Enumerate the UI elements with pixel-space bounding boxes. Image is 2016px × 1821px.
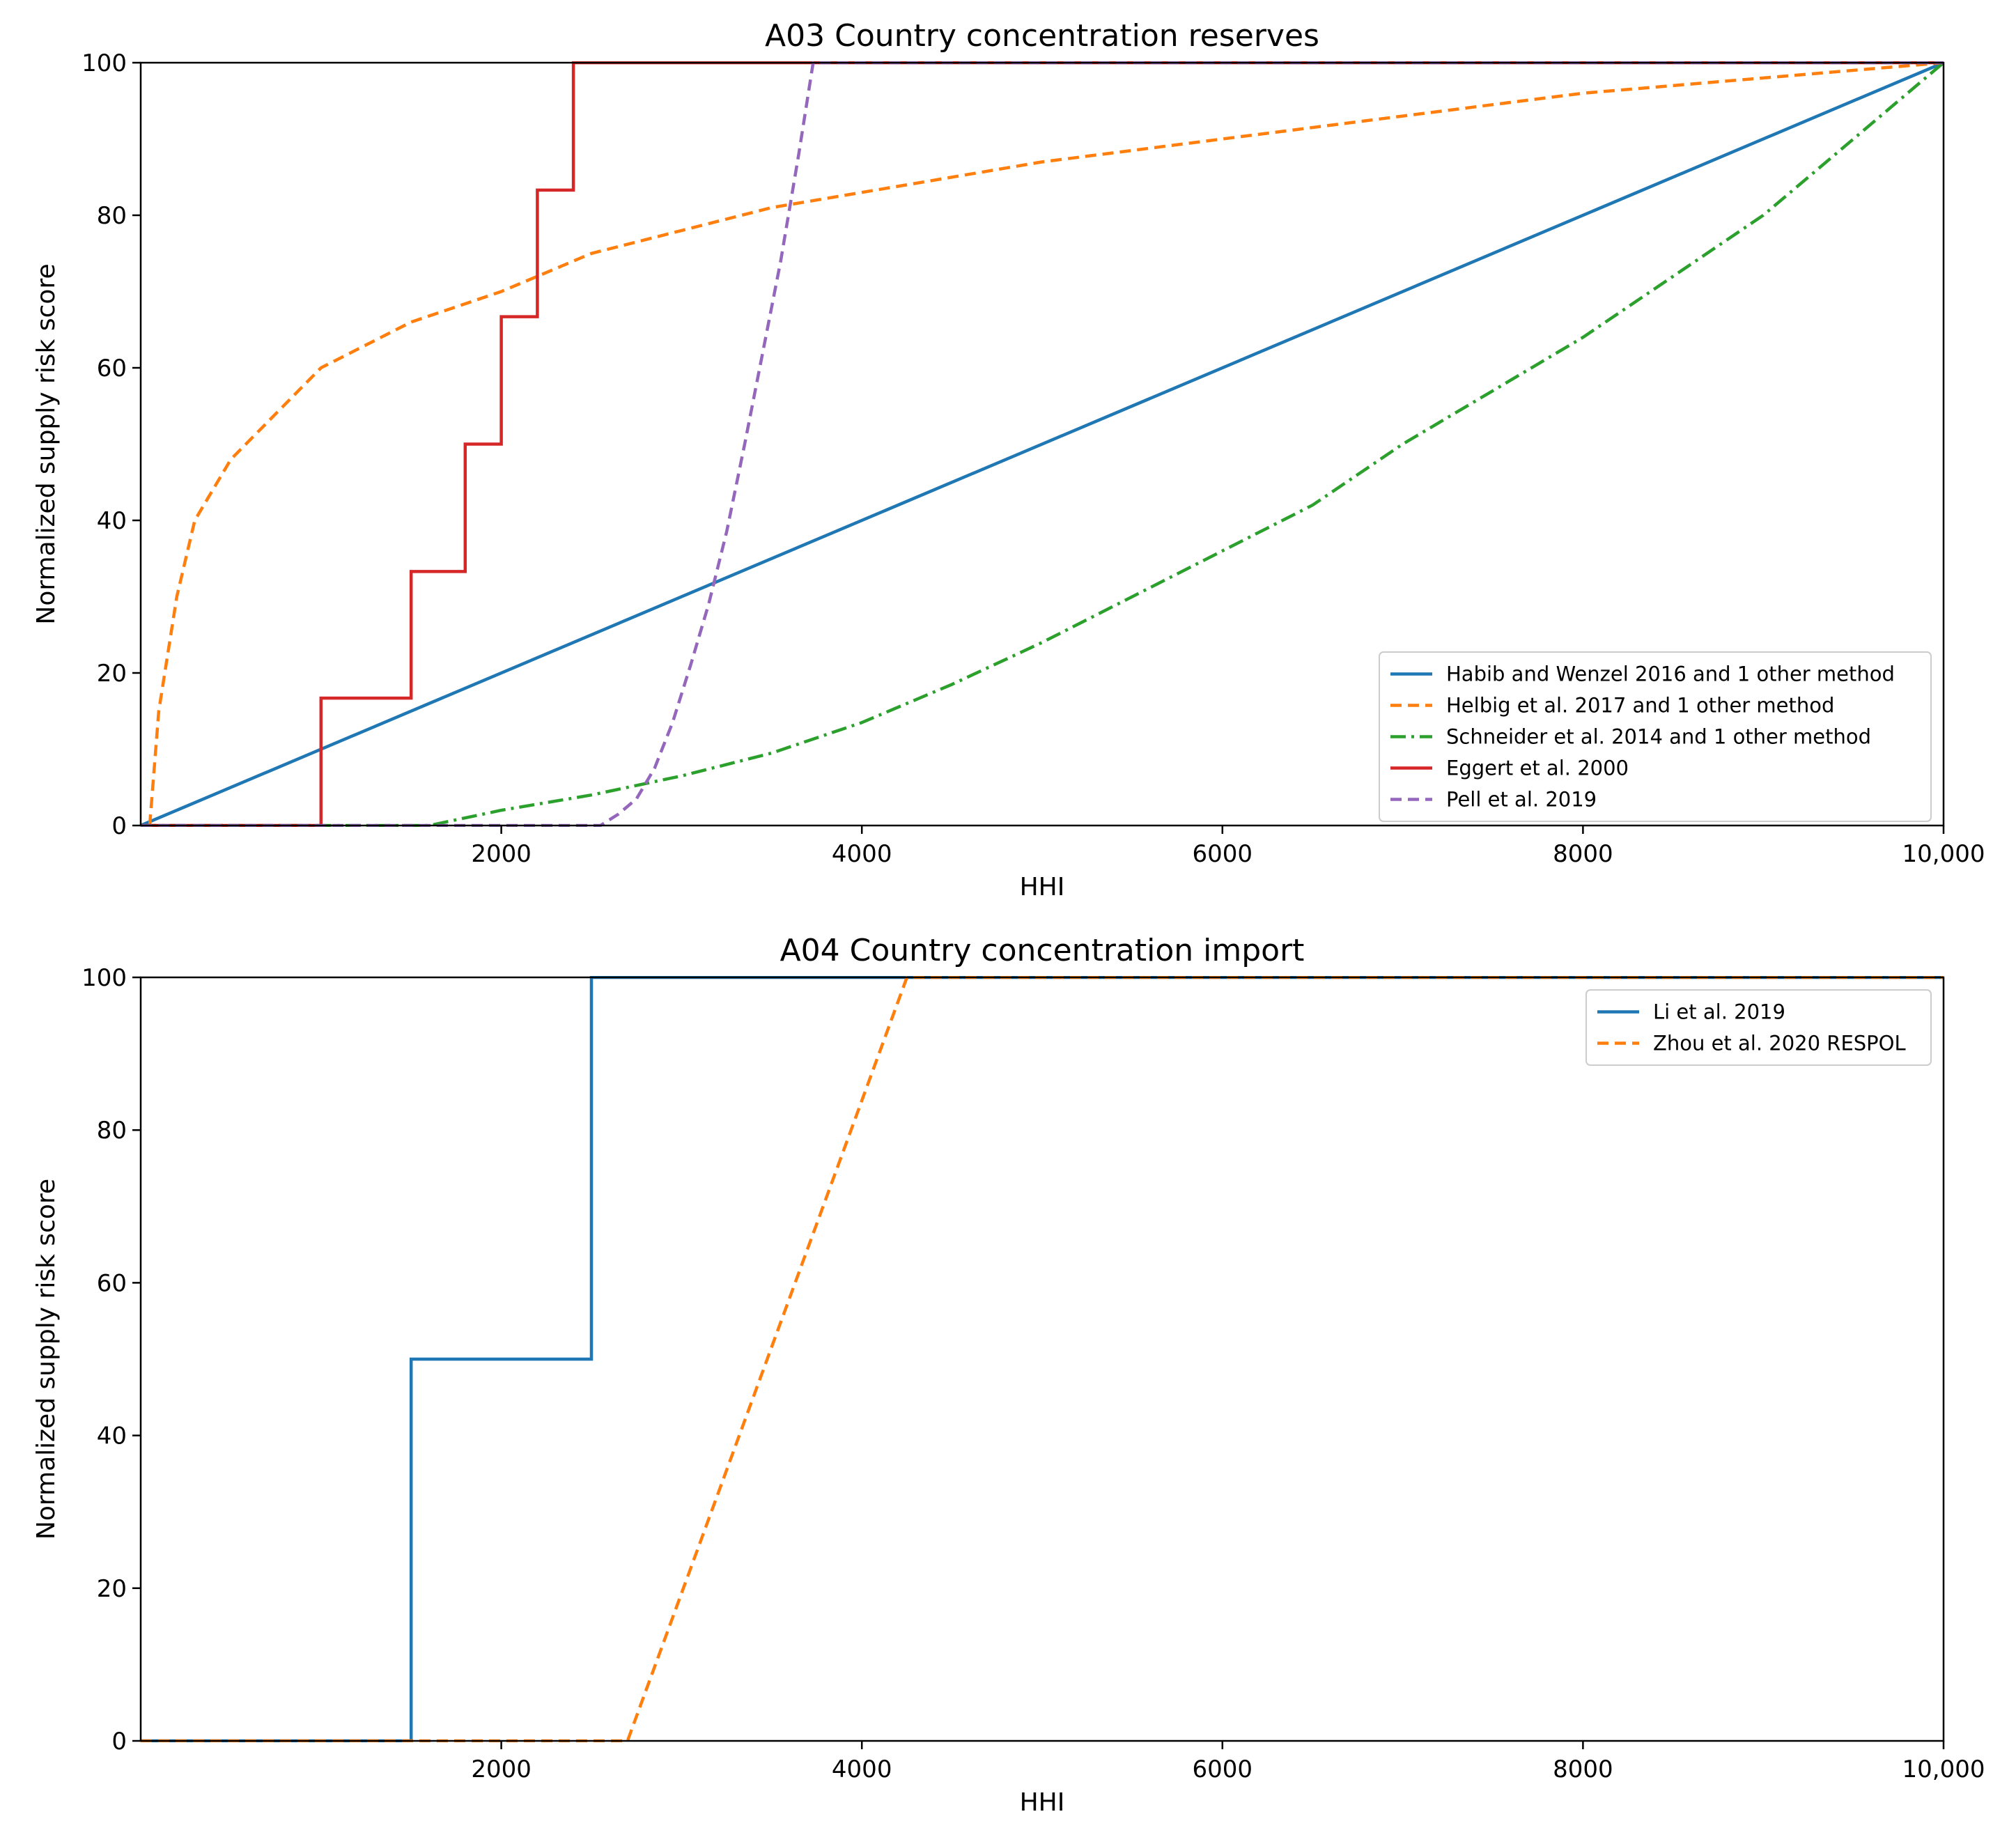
chart-panel-2: 0 20 40 60 80 100 2000 4000 6000 8000 10,000 A04 Co… — [32, 933, 1985, 1817]
x-axis-label: HHI — [1020, 873, 1065, 901]
legend-box — [1585, 989, 1932, 1066]
series-line-3 — [141, 61, 1944, 827]
legend-label: Schneider et al. 2014 and 1 other method — [1446, 725, 1871, 749]
x-tick-label: 6000 — [1193, 840, 1253, 868]
x-axis-label: HHI — [1020, 1788, 1065, 1817]
legend-label: Pell et al. 2019 — [1446, 788, 1597, 812]
legend-box — [1379, 651, 1932, 822]
y-tick-label: 0 — [111, 1728, 127, 1756]
x-tick-label: 4000 — [832, 840, 892, 868]
legend-label: Habib and Wenzel 2016 and 1 other method — [1446, 662, 1895, 686]
series-line-4 — [141, 61, 1944, 827]
y-axis-label: Normalized supply risk score — [32, 263, 61, 624]
y-tick-label: 40 — [97, 1423, 127, 1450]
legend: Habib and Wenzel 2016 and 1 other method… — [1379, 651, 1932, 822]
x-tick-label: 8000 — [1553, 1756, 1613, 1783]
series-line-5 — [141, 61, 1944, 827]
legend-label: Li et al. 2019 — [1653, 1000, 1785, 1024]
legend-label: Helbig et al. 2017 and 1 other method — [1446, 694, 1834, 718]
y-tick-label: 0 — [111, 812, 127, 840]
x-tick-label: 2000 — [471, 1756, 532, 1783]
y-tick-label: 20 — [97, 1575, 127, 1603]
x-tick-label: 8000 — [1553, 840, 1613, 868]
plot-frame — [139, 976, 1945, 1742]
legend: Li et al. 2019 Zhou et al. 2020 RESPOL — [1585, 989, 1932, 1066]
x-tick-label: 6000 — [1193, 1756, 1253, 1783]
series-line-2 — [148, 61, 1944, 826]
legend-label: Zhou et al. 2020 RESPOL — [1653, 1032, 1906, 1055]
chart-title: A04 Country concentration import — [780, 933, 1305, 968]
y-tick-label: 100 — [82, 964, 127, 992]
series-line-1 — [141, 976, 1944, 1742]
y-tick-label: 20 — [97, 660, 127, 688]
y-tick-label: 80 — [97, 1117, 127, 1145]
y-tick-label: 60 — [97, 355, 127, 382]
x-tick-label: 2000 — [471, 840, 532, 868]
chart-title: A03 Country concentration reserves — [765, 18, 1319, 54]
series-line-1 — [141, 61, 1944, 827]
chart-panel-1: 0 20 40 60 80 100 2000 4000 6000 8000 10,000 A03 Co… — [32, 18, 1985, 901]
y-tick-label: 40 — [97, 507, 127, 535]
y-tick-label: 80 — [97, 202, 127, 230]
x-tick-label: 10,000 — [1902, 840, 1985, 868]
legend-label: Eggert et al. 2000 — [1446, 757, 1629, 780]
x-tick-label: 10,000 — [1902, 1756, 1985, 1783]
series-group — [141, 61, 1944, 827]
y-tick-label: 60 — [97, 1269, 127, 1297]
series-group — [141, 976, 1944, 1742]
y-tick-label: 100 — [82, 49, 127, 77]
plot-frame — [139, 61, 1945, 827]
x-tick-label: 4000 — [832, 1756, 892, 1783]
y-axis-label: Normalized supply risk score — [32, 1179, 61, 1540]
